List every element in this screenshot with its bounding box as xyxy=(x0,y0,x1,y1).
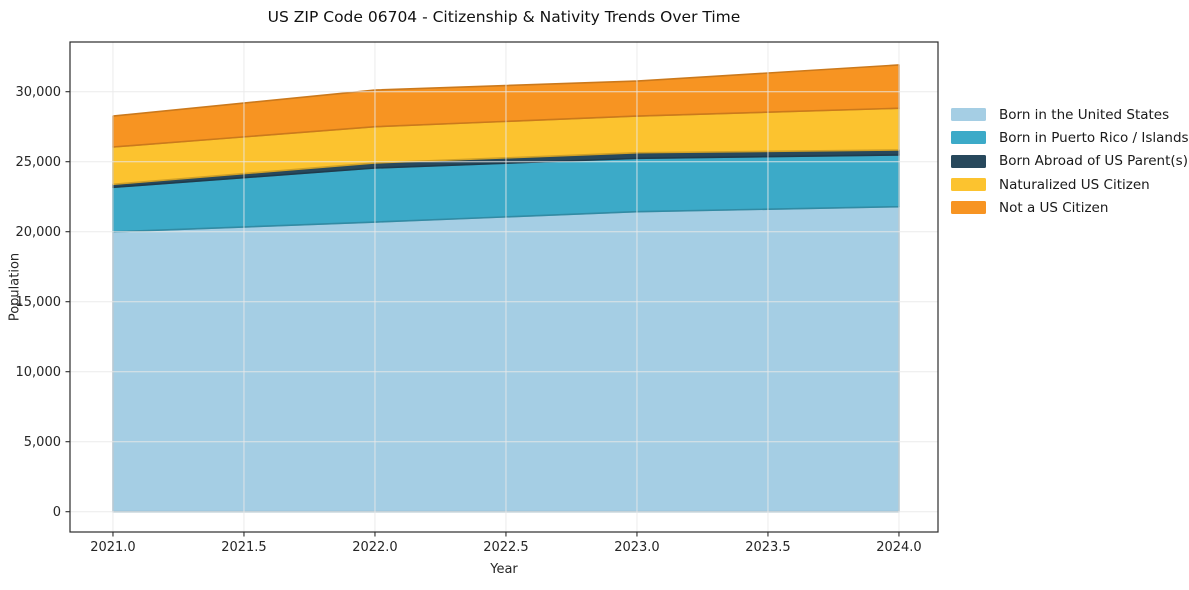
x-tick-label: 2024.0 xyxy=(876,540,922,555)
x-tick-label: 2021.5 xyxy=(221,540,267,555)
x-tick-label: 2021.0 xyxy=(90,540,136,555)
legend-item-4: Not a US Citizen xyxy=(951,196,1189,219)
legend-item-1: Born in Puerto Rico / Islands xyxy=(951,126,1189,149)
legend-swatch-icon xyxy=(951,131,986,145)
legend-label: Born in the United States xyxy=(999,106,1170,123)
tick-labels: 2021.0 2021.5 2022.0 2022.5 2023.0 2023.5 2024… xyxy=(16,85,922,555)
y-tick-label: 10,000 xyxy=(16,365,62,380)
x-axis-label: Year xyxy=(490,562,518,577)
gridlines xyxy=(70,42,938,532)
x-tick-label: 2022.5 xyxy=(483,540,529,555)
x-tick-label: 2023.0 xyxy=(614,540,660,555)
legend-item-3: Naturalized US Citizen xyxy=(951,173,1189,196)
y-axis-label: Population xyxy=(7,252,23,322)
y-tick-label: 5,000 xyxy=(24,435,61,450)
legend-label: Born Abroad of US Parent(s) xyxy=(999,153,1188,170)
legend-swatch-icon xyxy=(951,201,986,215)
y-tick-label: 30,000 xyxy=(16,85,62,100)
plot-border xyxy=(69,41,939,533)
axis-ticks xyxy=(65,91,900,537)
legend-label: Born in Puerto Rico / Islands xyxy=(999,129,1189,146)
chart-title: US ZIP Code 06704 - Citizenship & Nativi… xyxy=(267,8,741,26)
y-tick-label: 0 xyxy=(53,505,61,520)
legend: Born in the United States Born in Puerto … xyxy=(951,103,1189,219)
legend-swatch-icon xyxy=(951,178,986,192)
y-tick-label: 15,000 xyxy=(16,295,62,310)
x-tick-label: 2023.5 xyxy=(745,540,791,555)
legend-item-0: Born in the United States xyxy=(951,103,1189,126)
legend-label: Not a US Citizen xyxy=(999,199,1109,216)
y-tick-label: 20,000 xyxy=(16,225,62,240)
legend-swatch-icon xyxy=(951,108,986,122)
x-tick-label: 2022.0 xyxy=(352,540,398,555)
y-tick-label: 25,000 xyxy=(16,155,62,170)
legend-item-2: Born Abroad of US Parent(s) xyxy=(951,150,1189,173)
legend-swatch-icon xyxy=(951,154,986,168)
legend-label: Naturalized US Citizen xyxy=(999,176,1150,193)
